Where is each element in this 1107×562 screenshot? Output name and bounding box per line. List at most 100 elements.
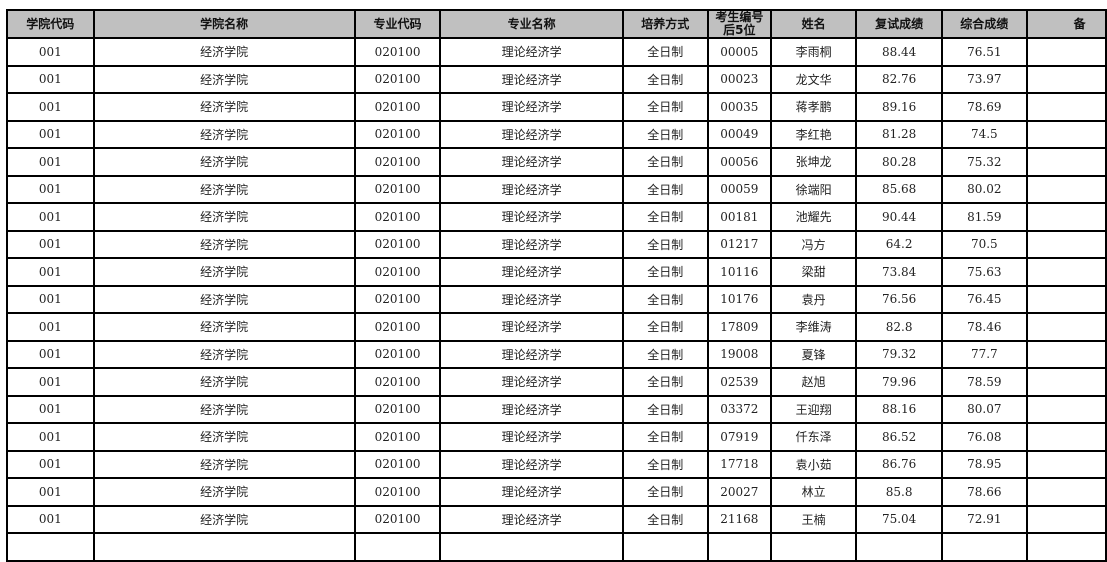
table-cell: 88.16 (855, 394, 943, 424)
table-cell: 80.28 (855, 147, 943, 177)
table-cell: 07919 (706, 422, 773, 452)
table-cell: 理论经济学 (439, 394, 624, 424)
column-header: 备 (1025, 9, 1107, 39)
table-cell: 徐端阳 (770, 174, 858, 204)
table-cell: 020100 (353, 422, 442, 452)
table-cell: 00059 (706, 174, 773, 204)
table-cell: 经济学院 (92, 229, 356, 259)
table-cell: 张坤龙 (770, 147, 858, 177)
table-cell: 经济学院 (92, 477, 356, 507)
table-cell: 79.96 (855, 367, 943, 397)
table-row: 001 经济学院 020100 理论经济学 全日制 00049 李红艳 81.28 74.5 (6, 119, 1107, 149)
table-cell: 经济学院 (92, 504, 356, 534)
table-cell: 理论经济学 (439, 119, 624, 149)
table-cell: 理论经济学 (439, 504, 624, 534)
table-row: 001 经济学院 020100 理论经济学 全日制 10116 梁甜 73.84 75.63 (6, 257, 1107, 287)
table-cell (1025, 174, 1107, 204)
table-cell: 经济学院 (92, 257, 356, 287)
table-cell: 020100 (353, 312, 442, 342)
table-cell: 81.59 (940, 202, 1028, 232)
table-cell: 理论经济学 (439, 449, 624, 479)
table-cell: 001 (6, 37, 95, 67)
table-cell: 理论经济学 (439, 367, 624, 397)
table-cell: 理论经济学 (439, 92, 624, 122)
table-cell (1025, 284, 1107, 314)
table-cell: 020100 (353, 449, 442, 479)
table-cell: 72.91 (940, 504, 1028, 534)
table-cell: 001 (6, 312, 95, 342)
table-row: 001 经济学院 020100 理论经济学 全日制 00035 蒋孝鹏 89.16 78.69 (6, 92, 1107, 122)
table-cell: 10176 (706, 284, 773, 314)
table-cell: 79.32 (855, 339, 943, 369)
table-row: 001 经济学院 020100 理论经济学 全日制 00059 徐端阳 85.68 80.02 (6, 174, 1107, 204)
table-row: 001 经济学院 020100 理论经济学 全日制 00005 李雨桐 88.44 76.51 (6, 37, 1107, 67)
table-row: 001 经济学院 020100 理论经济学 全日制 17809 李维涛 82.8 78.46 (6, 312, 1107, 342)
table-cell: 85.8 (855, 477, 943, 507)
table-cell: 00181 (706, 202, 773, 232)
table-cell (1025, 64, 1107, 94)
table-cell: 001 (6, 119, 95, 149)
table-cell: 全日制 (621, 284, 709, 314)
table-cell: 19008 (706, 339, 773, 369)
table-cell: 经济学院 (92, 394, 356, 424)
table-cell (855, 532, 943, 562)
table-cell: 001 (6, 504, 95, 534)
table-cell: 020100 (353, 37, 442, 67)
table-cell (1025, 147, 1107, 177)
table-cell: 理论经济学 (439, 37, 624, 67)
table-cell: 冯方 (770, 229, 858, 259)
table-cell: 王楠 (770, 504, 858, 534)
table-cell: 袁丹 (770, 284, 858, 314)
table-cell: 03372 (706, 394, 773, 424)
column-header: 培养方式 (621, 9, 709, 39)
table-cell: 经济学院 (92, 202, 356, 232)
table-cell: 理论经济学 (439, 64, 624, 94)
column-header: 学院代码 (6, 9, 95, 39)
table-cell: 夏锋 (770, 339, 858, 369)
table-row: 001 经济学院 020100 理论经济学 全日制 07919 仟东泽 86.52 76.08 (6, 422, 1107, 452)
table-cell: 理论经济学 (439, 422, 624, 452)
table-cell: 经济学院 (92, 37, 356, 67)
table-cell: 90.44 (855, 202, 943, 232)
table-cell (1025, 119, 1107, 149)
table-cell: 001 (6, 92, 95, 122)
table-cell: 86.52 (855, 422, 943, 452)
table-cell: 82.8 (855, 312, 943, 342)
table-cell: 75.04 (855, 504, 943, 534)
table-cell: 73.84 (855, 257, 943, 287)
table-cell: 20027 (706, 477, 773, 507)
table-cell: 理论经济学 (439, 284, 624, 314)
column-header: 学院名称 (92, 9, 356, 39)
table-cell: 李红艳 (770, 119, 858, 149)
table-cell: 020100 (353, 202, 442, 232)
table-cell (621, 532, 709, 562)
table-cell: 001 (6, 174, 95, 204)
table-cell: 82.76 (855, 64, 943, 94)
table-cell: 全日制 (621, 477, 709, 507)
table-cell: 001 (6, 367, 95, 397)
table-cell: 89.16 (855, 92, 943, 122)
table-cell: 76.51 (940, 37, 1028, 67)
table-cell: 001 (6, 394, 95, 424)
table-cell: 001 (6, 64, 95, 94)
table-cell: 李维涛 (770, 312, 858, 342)
table-cell: 经济学院 (92, 367, 356, 397)
table-cell: 全日制 (621, 174, 709, 204)
table-cell: 经济学院 (92, 284, 356, 314)
table-cell (1025, 257, 1107, 287)
table-cell: 00049 (706, 119, 773, 149)
table-cell: 78.95 (940, 449, 1028, 479)
column-header: 姓名 (770, 9, 858, 39)
table-cell: 全日制 (621, 367, 709, 397)
table-cell: 经济学院 (92, 119, 356, 149)
header-row: 学院代码 学院名称 专业代码 专业名称 培养方式 考生编号 后5位 姓名 复试成绩 综合成绩备 (6, 9, 1107, 39)
table-cell: 020100 (353, 119, 442, 149)
table-cell: 88.44 (855, 37, 943, 67)
table-cell (1025, 477, 1107, 507)
table-cell: 经济学院 (92, 147, 356, 177)
table-cell: 仟东泽 (770, 422, 858, 452)
table-cell: 78.69 (940, 92, 1028, 122)
table-row: 001 经济学院 020100 理论经济学 全日制 17718 袁小茹 86.76 78.95 (6, 449, 1107, 479)
table-cell: 理论经济学 (439, 477, 624, 507)
table-cell: 李雨桐 (770, 37, 858, 67)
